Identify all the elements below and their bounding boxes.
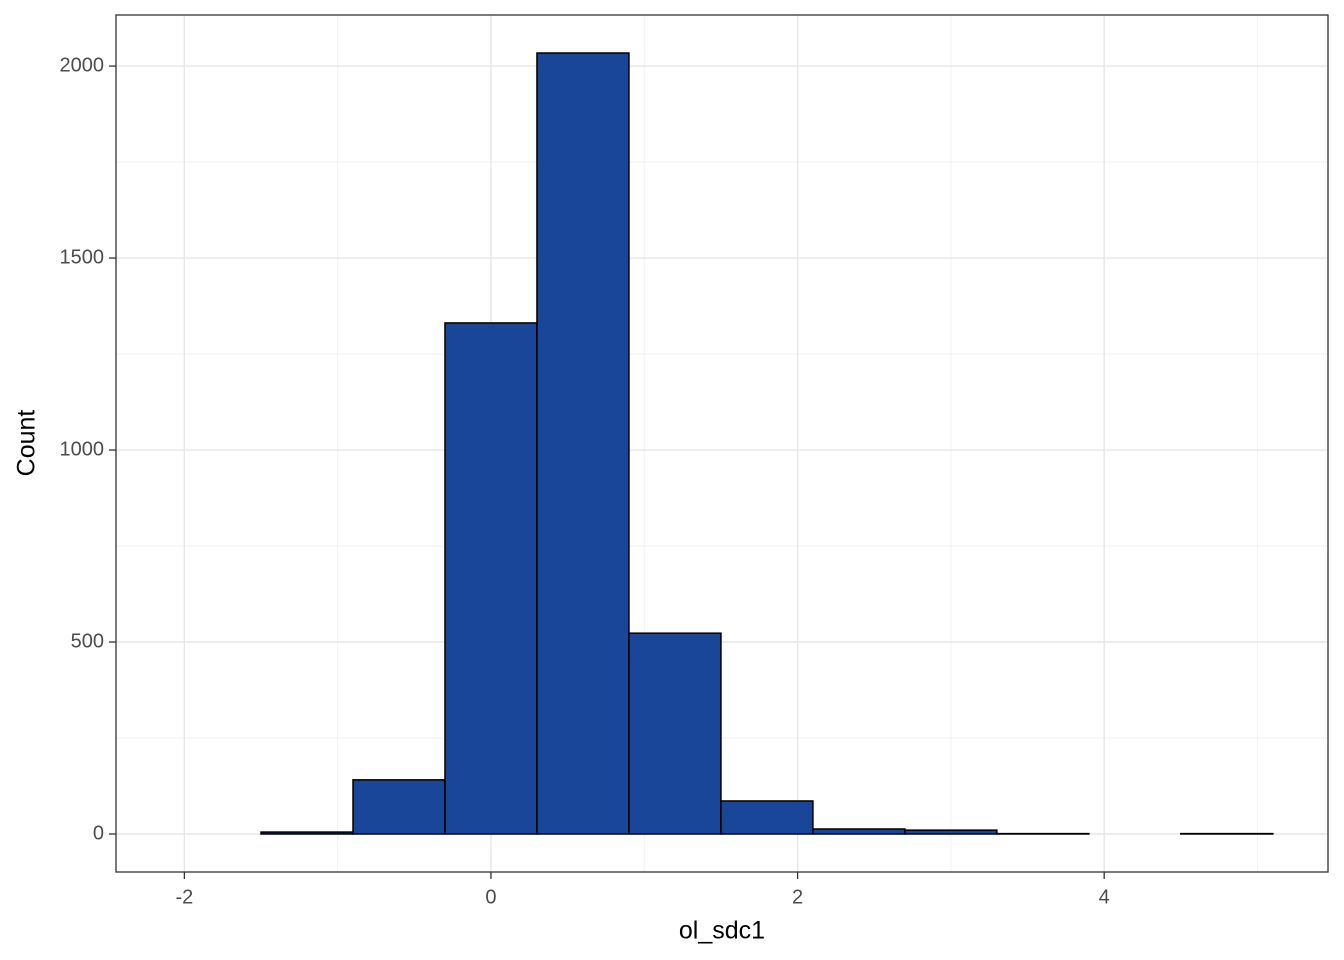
x-axis-title: ol_sdc1 [679,917,765,945]
x-tick-label: 2 [792,886,803,908]
y-tick-label: 500 [71,630,104,652]
x-tick-label: 0 [485,886,496,908]
y-tick-label: 2000 [60,54,105,76]
bar [812,828,906,835]
bar [352,779,446,835]
y-tick-label: 1500 [60,246,105,268]
bars [260,52,1274,835]
y-tick-label: 1000 [60,438,105,460]
axes: -2 0 2 4 0 500 1000 1500 2000 [60,54,1110,908]
bar [628,632,722,835]
panel-border [115,14,1329,873]
bar [720,800,814,835]
x-tick-label: -2 [175,886,193,908]
y-tick-label: 0 [93,822,104,844]
bar [904,829,998,835]
bar [260,831,354,835]
y-axis-title: Count [13,410,41,477]
x-tick-label: 4 [1099,886,1110,908]
bar [536,52,630,835]
bar [444,322,538,835]
